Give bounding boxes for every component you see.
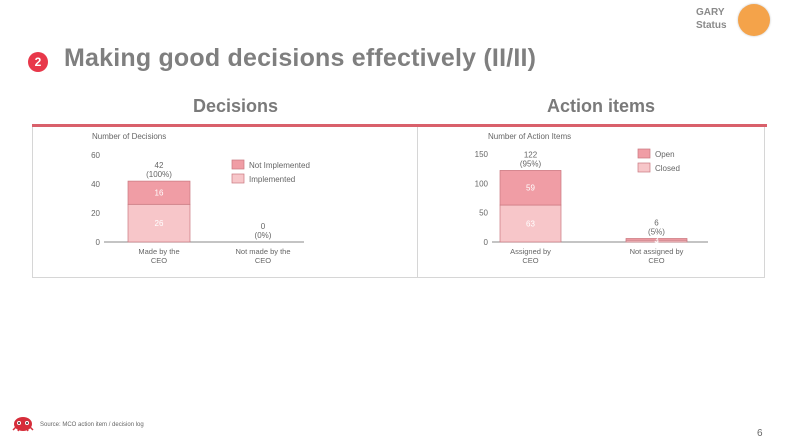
page-title: Making good decisions effectively (II/II… [64,44,537,72]
legend-label: Not Implemented [249,161,310,170]
action-items-chart: Number of Action Items0501001506359122(9… [475,132,708,265]
decisions-section-title: Decisions [193,96,279,116]
bar-segment-label: 3 [654,235,659,244]
y-tick-label: 0 [484,238,489,247]
bar-segment [625,238,688,241]
chart-title: Number of Decisions [92,132,166,141]
status-label-line2: Status [696,20,727,31]
bar-total-label: 0 [261,222,266,231]
y-tick-label: 40 [91,180,100,189]
category-label: Not assigned by [630,247,684,256]
bar-segment [127,203,191,243]
bar-total-label: 42 [155,161,164,170]
y-tick-label: 60 [91,151,100,160]
category-label: CEO [255,256,271,265]
status-label-line1: GARY [696,7,725,18]
bar-segment-label: 16 [155,189,164,198]
legend-swatch [637,162,651,173]
action-items-section-title: Action items [547,96,656,116]
bar-segment [127,180,191,205]
frame-top-line [32,124,767,127]
section-number-badge: 2 [28,52,48,72]
category-label: CEO [648,256,664,265]
y-tick-label: 0 [96,238,101,247]
decisions-chart: Number of Decisions 0 20 40 60 26 16 42(100%) Ma… [91,132,310,265]
bar-total-percent: (100%) [146,170,172,179]
bar-segment-label: 26 [155,219,164,228]
category-label: CEO [522,256,538,265]
y-tick-label: 50 [479,209,488,218]
legend-label: Implemented [249,175,295,184]
category-label: Assigned by [510,247,551,256]
status-label: GARY Status [696,6,736,32]
category-label: Made by the [138,247,179,256]
y-tick-label: 100 [475,179,489,188]
charts-frame [32,127,765,278]
footer-source: Source: MCO action item / decision log [40,422,144,428]
bar-total-percent: (95%) [520,159,542,168]
bar-total-percent: (5%) [648,227,665,236]
bar-total-label: 122 [524,150,538,159]
bar-total-label: 6 [654,218,659,227]
status-indicator-icon [738,4,770,36]
charts-divider [417,127,418,278]
legend-swatch [231,173,245,184]
y-tick-label: 150 [475,150,489,159]
legend-label: Open [655,150,675,159]
mascot-logo-icon [12,417,34,432]
page-number: 6 [757,428,763,439]
bar-segment-label: 3 [654,237,659,246]
bar-segment-label: 63 [526,220,535,229]
bar-segment [499,170,562,206]
category-label: CEO [151,256,167,265]
bar-segment-label: 59 [526,184,535,193]
category-label: Not made by the [235,247,290,256]
chart-title: Number of Action Items [488,132,571,141]
y-tick-label: 20 [91,209,100,218]
legend-label: Closed [655,164,680,173]
bar-total-percent: (0%) [255,231,272,240]
legend-swatch [637,148,651,159]
legend-swatch [231,159,245,170]
bar-segment [499,204,562,243]
